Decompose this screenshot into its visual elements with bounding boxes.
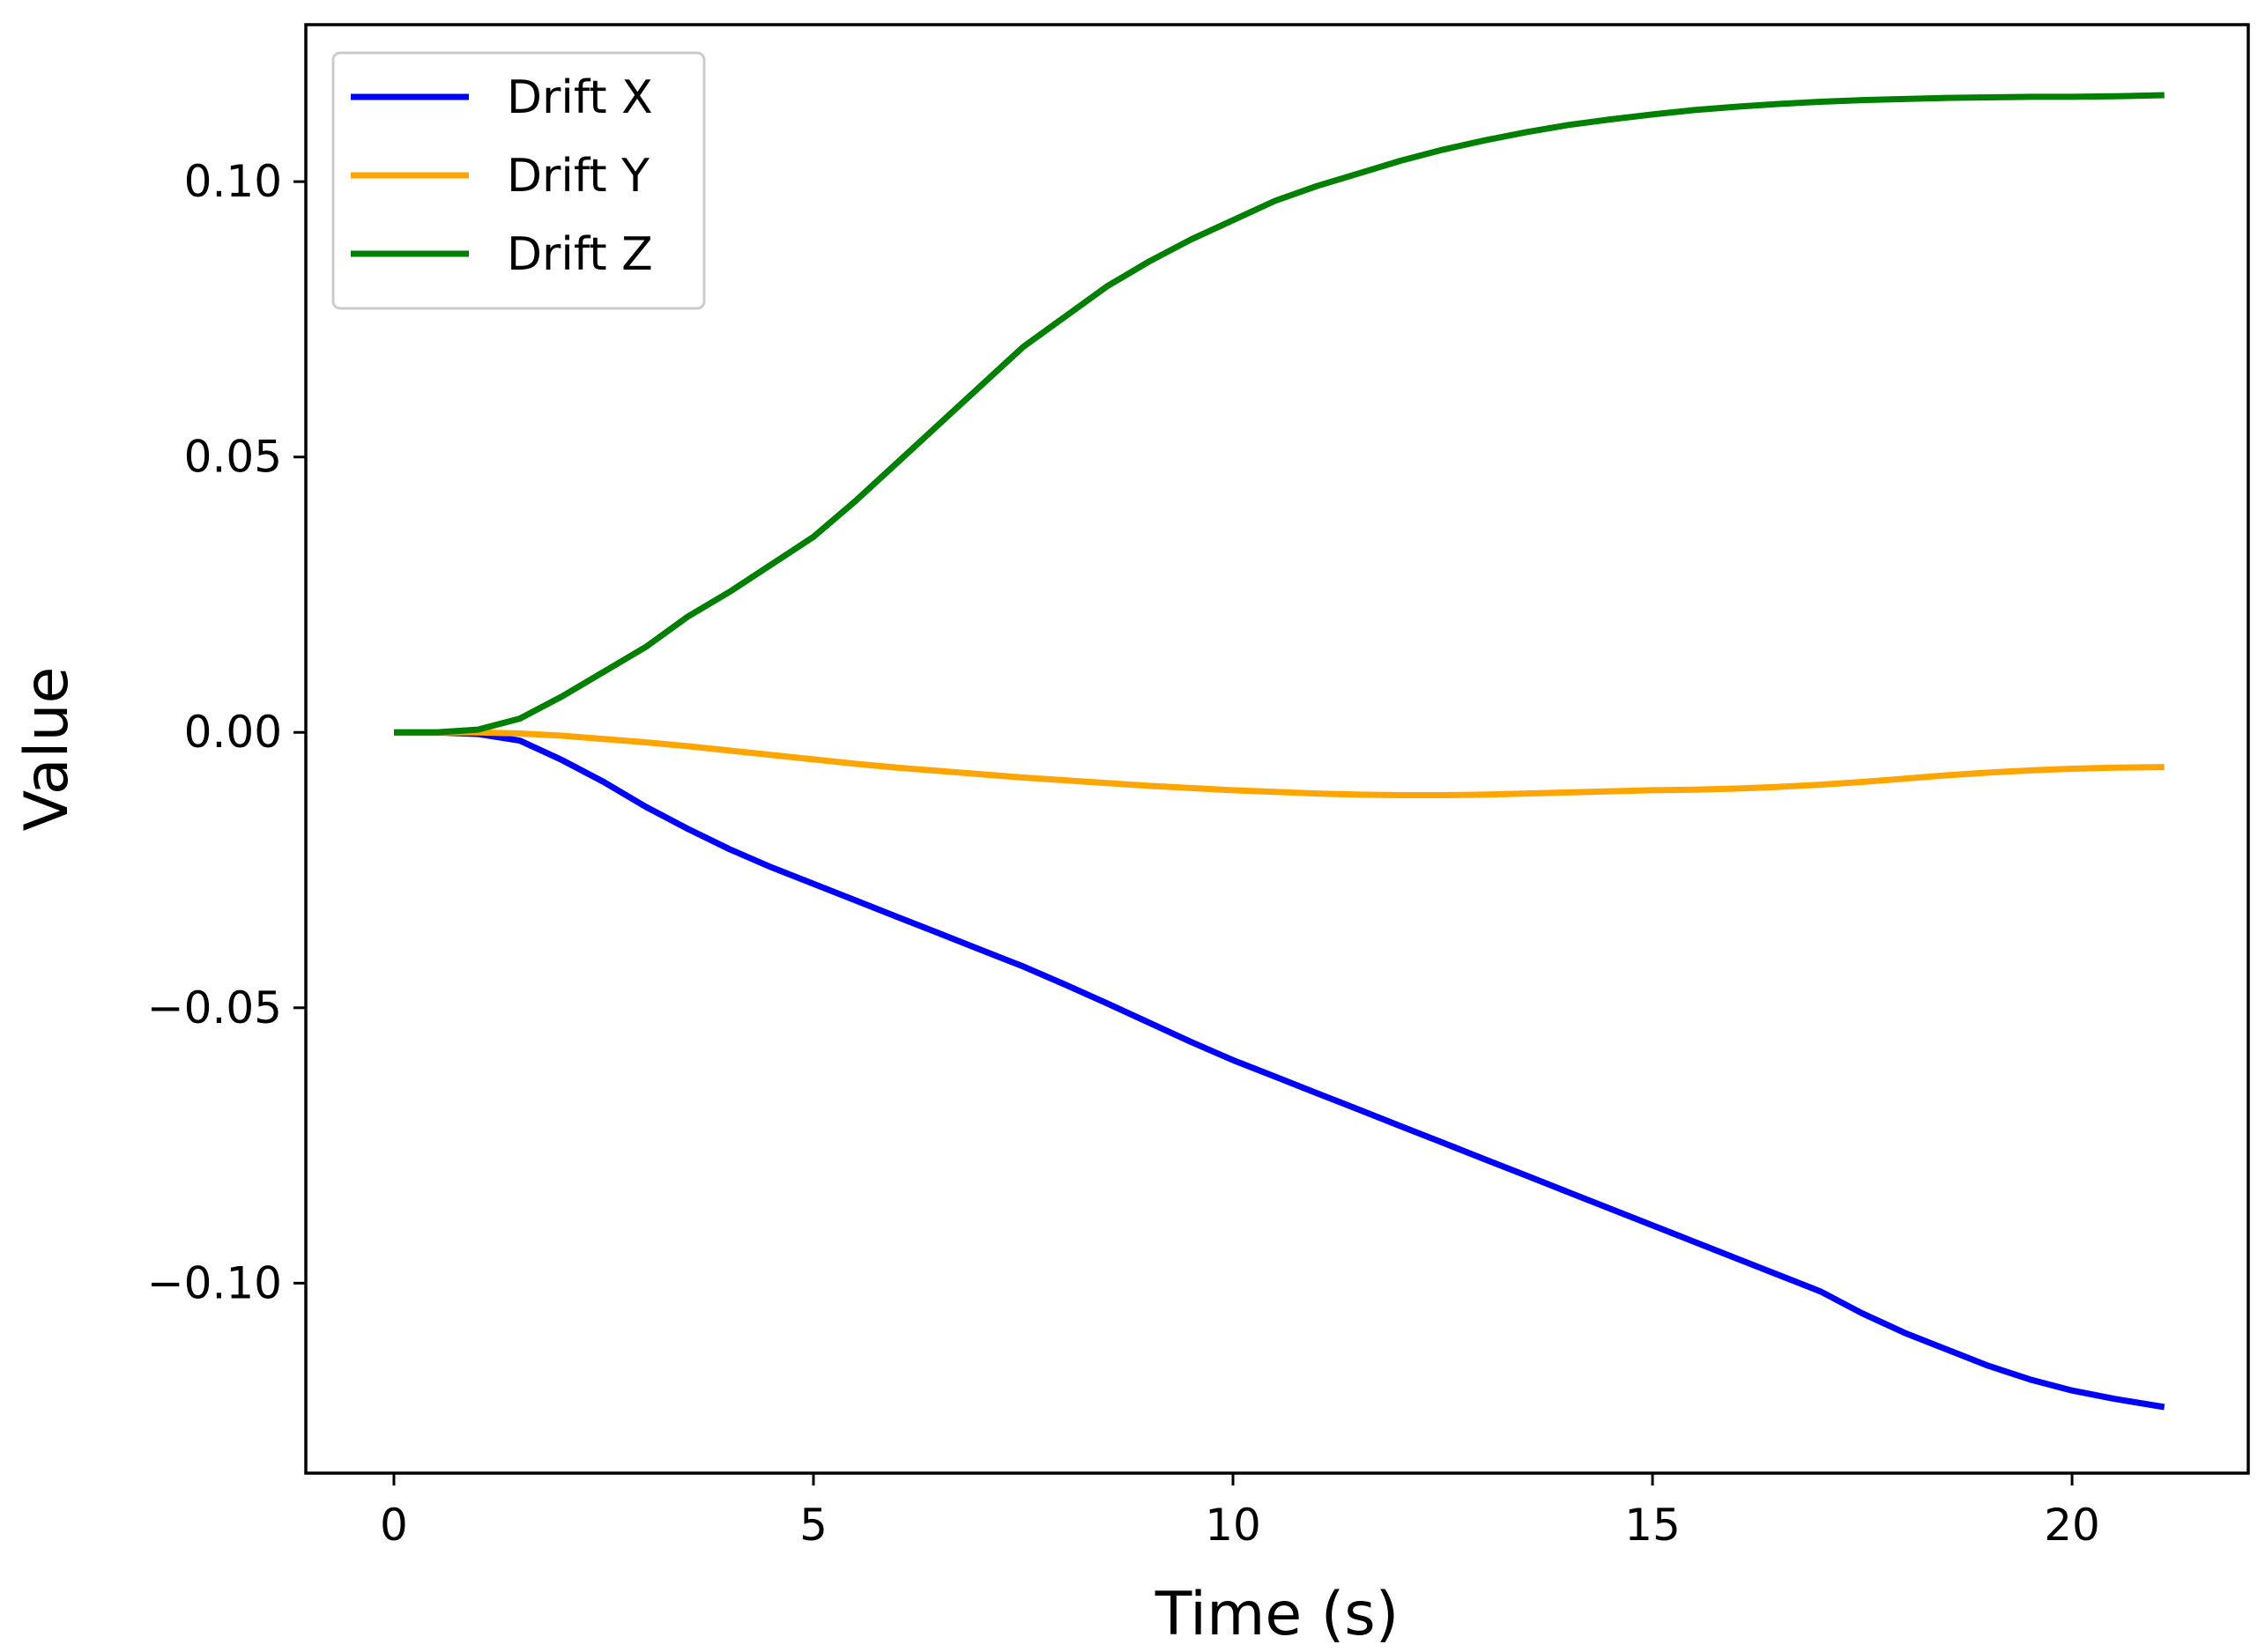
x-axis: 0 5 10 15 20 xyxy=(380,1473,2100,1551)
y-tick-label: 0.10 xyxy=(184,156,282,207)
series-line-drift-z xyxy=(394,92,2165,736)
x-tick-label: 20 xyxy=(2044,1500,2100,1551)
y-tick-label: −0.10 xyxy=(147,1257,282,1308)
series-line-drift-x xyxy=(394,729,2165,1411)
series-line-drift-y xyxy=(394,729,2165,798)
x-tick-label: 5 xyxy=(799,1500,828,1551)
x-axis-title: Time (s) xyxy=(1155,1580,1400,1649)
legend-label-drift-z: Drift Z xyxy=(507,228,653,281)
x-tick-label: 10 xyxy=(1205,1500,1261,1551)
legend: Drift X Drift Y Drift Z xyxy=(331,51,706,310)
legend-label-drift-y: Drift Y xyxy=(507,150,650,203)
x-tick-label: 0 xyxy=(380,1500,408,1551)
y-tick-label: 0.00 xyxy=(184,707,282,758)
y-axis: −0.10 −0.05 0.00 0.05 0.10 xyxy=(147,156,306,1308)
legend-box xyxy=(331,51,706,310)
series-layer xyxy=(394,92,2165,1411)
plot-frame xyxy=(304,23,2250,1475)
y-tick-label: 0.05 xyxy=(184,432,282,483)
y-axis-title: Value xyxy=(12,667,82,832)
x-tick-label: 15 xyxy=(1624,1500,1681,1551)
legend-label-drift-x: Drift X xyxy=(507,71,653,124)
y-tick-label: −0.05 xyxy=(147,982,282,1033)
